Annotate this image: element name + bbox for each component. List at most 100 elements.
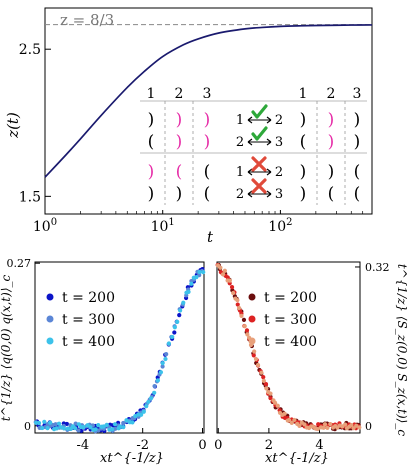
scatter-point bbox=[54, 426, 59, 431]
inset-paren: ( bbox=[354, 184, 361, 204]
left-plot-frame bbox=[34, 261, 205, 434]
scatter-point bbox=[172, 330, 177, 335]
scatter-point bbox=[170, 334, 175, 340]
z-curve-line bbox=[44, 24, 373, 178]
scatter-point bbox=[315, 426, 320, 432]
swap-arrow bbox=[247, 190, 272, 198]
scatter-point bbox=[354, 423, 359, 428]
swap-from-label: 1 bbox=[236, 113, 244, 128]
right-plot-frame bbox=[216, 261, 361, 434]
inset-column-label: 1 bbox=[147, 86, 156, 102]
scatter-point bbox=[152, 390, 157, 395]
scatter-point bbox=[239, 313, 244, 318]
inset-schematic: 1 2 3 1 2 3 ))))))1 2())())2 3)(()) (1 2))()… bbox=[140, 82, 367, 210]
scatter-point bbox=[328, 421, 333, 427]
inset-paren: ( bbox=[328, 184, 335, 204]
inset-paren: ) bbox=[328, 162, 335, 182]
x-tick-label: -2 bbox=[136, 438, 149, 453]
check-icon bbox=[251, 126, 268, 141]
scatter-point bbox=[163, 356, 168, 362]
scatter-point bbox=[73, 421, 78, 426]
y-tick-label: 1.5 bbox=[19, 189, 41, 205]
bottom-right-panel: 0 2 4 0.32 0 t = 200 t = 300 t = 400 t^{1/z} ⟨… bbox=[214, 261, 409, 466]
swap-to-label: 3 bbox=[275, 187, 283, 202]
legend-label: t = 300 bbox=[62, 312, 115, 328]
x-tick-label: 4 bbox=[315, 438, 323, 453]
scatter-point bbox=[45, 426, 50, 431]
scatter-point bbox=[65, 426, 70, 431]
inset-column-label: 2 bbox=[327, 86, 336, 102]
inset-paren: ( bbox=[204, 184, 211, 204]
scatter-point bbox=[177, 313, 182, 318]
scatter-point bbox=[160, 364, 165, 369]
scatter-point bbox=[130, 420, 135, 425]
swap-to-label: 2 bbox=[275, 113, 283, 128]
scatter-point bbox=[264, 386, 269, 391]
x-tick-label: 102 bbox=[268, 217, 292, 235]
scatter-point bbox=[139, 412, 144, 417]
left-legend: t = 200 t = 300 t = 400 bbox=[46, 290, 115, 350]
scatter-point bbox=[253, 356, 259, 362]
legend-marker bbox=[46, 293, 54, 301]
swap-arrow bbox=[247, 168, 272, 176]
scatter-point bbox=[181, 300, 186, 305]
scatter-point bbox=[141, 409, 146, 414]
cross-icon bbox=[251, 178, 267, 194]
inset-rows: ))))))1 2())())2 3)(()) (1 2))()((2 3 bbox=[148, 104, 361, 204]
legend-marker bbox=[248, 293, 256, 301]
scatter-point bbox=[48, 420, 53, 425]
scatter-point bbox=[186, 289, 191, 295]
scatter-point bbox=[222, 268, 227, 273]
scatter-point bbox=[160, 360, 165, 366]
top-y-axis-label: z(t) bbox=[4, 112, 22, 139]
inset-paren: ( bbox=[148, 132, 155, 152]
scatter-point bbox=[261, 375, 266, 380]
legend-marker bbox=[46, 337, 54, 345]
scatter-point bbox=[64, 421, 69, 427]
scatter-point bbox=[263, 382, 269, 387]
scatter-point bbox=[251, 353, 256, 358]
scatter-point bbox=[282, 411, 287, 416]
scatter-point bbox=[322, 422, 328, 427]
inset-paren: ) bbox=[176, 132, 183, 152]
x-tick-label: 0 bbox=[214, 438, 222, 453]
scatter-point bbox=[124, 418, 129, 423]
inset-column-dividers bbox=[164, 101, 346, 205]
x-tick-label: 2 bbox=[265, 438, 273, 453]
inset-paren: ) bbox=[354, 132, 361, 152]
right-scatter-points bbox=[215, 262, 362, 432]
legend-label: t = 200 bbox=[264, 290, 317, 306]
inset-paren: ( bbox=[204, 162, 211, 182]
scatter-point bbox=[104, 422, 109, 427]
legend-marker bbox=[46, 315, 54, 323]
legend-label: t = 200 bbox=[62, 290, 115, 306]
scatter-point bbox=[146, 399, 151, 405]
scatter-point bbox=[121, 420, 126, 426]
scatter-point bbox=[175, 319, 180, 325]
scatter-point bbox=[231, 290, 236, 296]
cross-icon bbox=[251, 156, 267, 172]
inset-paren: ( bbox=[354, 162, 361, 182]
scatter-point bbox=[53, 422, 58, 427]
scatter-point bbox=[121, 424, 126, 430]
scatter-point bbox=[259, 370, 264, 375]
swap-to-label: 2 bbox=[275, 165, 283, 180]
scatter-point bbox=[118, 424, 123, 429]
scatter-point bbox=[245, 332, 250, 337]
right-x-axis-label: xt^{-1/z} bbox=[265, 451, 329, 466]
scatter-point bbox=[148, 396, 154, 401]
scatter-point bbox=[302, 422, 307, 427]
scatter-point bbox=[56, 421, 62, 426]
scatter-point bbox=[158, 370, 164, 375]
x-tick-label: 100 bbox=[33, 217, 57, 235]
right-y-axis-label: t^{1/z} ⟨S_z(0,0) S_z(x,t)⟩_c bbox=[395, 264, 409, 436]
scatter-point bbox=[244, 328, 250, 333]
scatter-point bbox=[255, 362, 261, 368]
scatter-point bbox=[42, 419, 47, 424]
legend-marker bbox=[248, 337, 256, 345]
scatter-point bbox=[286, 418, 292, 423]
scatter-point bbox=[225, 275, 230, 280]
swap-from-label: 2 bbox=[236, 187, 244, 202]
inset-paren: ) bbox=[300, 184, 307, 204]
scatter-point bbox=[201, 270, 206, 275]
